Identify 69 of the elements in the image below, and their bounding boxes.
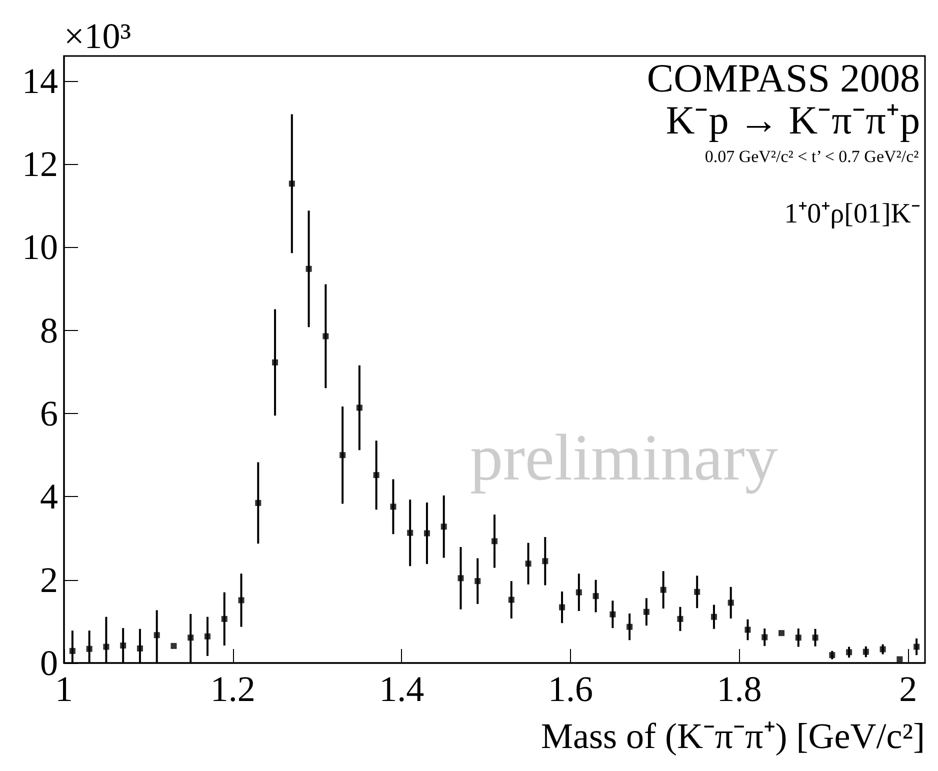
point [610, 611, 616, 618]
point [525, 560, 532, 567]
point [677, 616, 684, 622]
point [795, 634, 802, 641]
point [846, 649, 852, 656]
y-tick-label: 12 [22, 144, 58, 184]
x-tick-label: 1.6 [548, 669, 593, 709]
point [896, 656, 903, 662]
point [508, 596, 514, 603]
point [69, 648, 76, 654]
x-tick-label: 1.4 [379, 669, 424, 709]
point [154, 632, 160, 638]
point [812, 634, 818, 641]
point [390, 504, 396, 510]
y-tick-label: 4 [40, 476, 58, 517]
point [424, 530, 430, 536]
point [744, 626, 751, 633]
point [778, 630, 784, 636]
point [170, 642, 177, 649]
point [914, 644, 920, 650]
point [120, 642, 126, 649]
annotation: K⁻p → K⁻π⁻π⁺p [666, 98, 920, 142]
point [322, 333, 329, 340]
point [340, 452, 346, 458]
point [272, 359, 278, 366]
y-tick-label: 14 [22, 60, 58, 101]
point [458, 575, 464, 582]
y-tick-label: 10 [22, 227, 58, 268]
point [373, 472, 380, 478]
point [694, 588, 700, 595]
x-tick-label: 1.8 [716, 669, 762, 709]
point [238, 597, 244, 604]
point [474, 578, 481, 584]
y-axis-title: ×10³ [64, 16, 132, 56]
point [660, 586, 666, 593]
point [136, 645, 143, 652]
point [440, 524, 447, 530]
x-tick-label: 1.2 [210, 669, 256, 709]
point [559, 604, 566, 610]
annotation: 1⁺0⁺ρ[01]K⁻ [784, 198, 920, 230]
point [103, 644, 110, 650]
y-tick-label: 8 [40, 310, 58, 350]
x-tick-label: 2 [899, 669, 918, 709]
y-tick-label: 6 [40, 394, 58, 434]
point [643, 608, 650, 615]
point [255, 500, 262, 506]
annotation: COMPASS 2008 [646, 56, 920, 100]
point [188, 634, 194, 641]
point [356, 404, 362, 411]
x-tick-label: 1 [55, 669, 73, 709]
y-tick-label: 2 [40, 560, 58, 600]
point [204, 633, 210, 640]
point [542, 558, 548, 564]
point [306, 266, 312, 272]
y-tick-label: 0 [40, 643, 58, 683]
x-axis-title: Mass of (K⁻π⁻π⁺) [GeV/c²] [540, 716, 925, 756]
point [862, 648, 869, 655]
point [592, 593, 599, 600]
point [710, 614, 717, 620]
point [492, 538, 498, 544]
point [728, 600, 734, 606]
point [407, 530, 414, 536]
point [86, 646, 92, 652]
point [576, 589, 582, 596]
point [288, 180, 295, 187]
annotation: 0.07 GeV²/c² < t’ < 0.7 GeV²/c² [704, 147, 919, 166]
point [221, 616, 228, 622]
point [762, 634, 768, 640]
point [626, 624, 633, 630]
